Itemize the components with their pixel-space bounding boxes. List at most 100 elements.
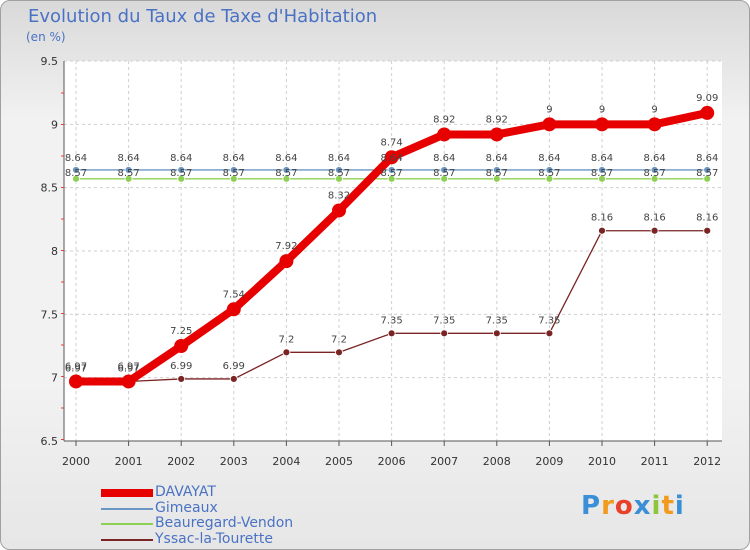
legend-swatch-beauregard-vendon [101,523,153,525]
data-label: 8.32 [328,190,350,201]
data-label: 6.97 [117,363,139,374]
legend-label-beauregard-vendon: Beauregard-Vendon [155,515,294,531]
data-label: 9 [599,104,605,115]
data-label: 8.57 [170,168,192,179]
data-point [177,166,186,174]
data-label: 8.57 [538,168,560,179]
data-label: 7.54 [223,289,245,300]
data-point [282,174,291,183]
data-label: 8.64 [486,153,508,164]
data-label: 8.57 [643,168,665,179]
x-tick-label: 2000 [62,455,90,468]
y-tick-label: 9 [51,118,58,131]
data-point [279,254,294,269]
logo-letter: i [674,491,685,521]
data-label: 8.64 [170,153,192,164]
data-point [437,127,452,142]
data-label: 8.57 [591,168,613,179]
data-label: 8.57 [275,168,297,179]
x-tick-label: 2012 [693,455,721,468]
y-axis-unit-label: (en %) [26,30,66,44]
data-point [124,166,133,174]
y-tick-label: 8 [51,245,58,258]
legend-label-gimeaux: Gimeaux [155,500,218,516]
data-point [177,174,186,183]
data-point [72,174,80,183]
data-point [332,203,346,218]
data-label: 8.92 [433,114,455,125]
data-point [650,174,659,183]
data-label: 7.25 [170,326,192,337]
data-point [387,174,396,183]
data-point [598,226,606,235]
data-point [229,166,238,174]
data-point [703,166,712,174]
data-point [703,174,712,183]
data-point [545,166,554,174]
legend-swatch-davayat [101,489,153,497]
data-point [700,105,715,120]
data-label: 8.16 [591,213,613,224]
data-label: 6.97 [65,361,87,372]
logo-letter: i [651,491,662,521]
data-point [282,166,291,174]
data-point [226,302,241,317]
y-tick-label: 9.5 [41,55,59,68]
data-label: 8.57 [65,168,87,179]
legend-label-davayat: DAVAYAT [155,484,216,500]
data-label: 7.92 [275,241,297,252]
data-label: 8.57 [380,168,402,179]
data-label: 8.64 [65,153,87,164]
data-point [542,117,557,132]
data-label: 7.35 [433,315,455,326]
x-tick-label: 2007 [430,455,458,468]
y-tick-label: 6.5 [41,435,59,448]
data-label: 8.57 [328,168,350,179]
data-point [69,374,83,389]
data-label: 8.57 [486,168,508,179]
x-tick-label: 2010 [588,455,616,468]
data-label: 8.64 [328,153,350,164]
data-label: 7.2 [278,334,294,345]
legend-swatch-yssac-la-tourette [101,539,153,541]
data-point [440,174,449,183]
logo-letter: P [581,491,602,521]
x-tick-label: 2001 [115,455,143,468]
data-label: 8.64 [433,153,455,164]
x-tick-label: 2009 [535,455,563,468]
data-label: 8.64 [223,153,245,164]
data-label: 8.64 [696,153,718,164]
data-point [545,329,554,338]
logo-letter: x [633,491,652,521]
data-point [384,150,399,165]
data-point [121,374,136,389]
data-label: 6.99 [170,361,192,372]
data-label: 7.35 [486,315,508,326]
data-point [650,226,659,235]
data-label: 8.64 [380,153,402,164]
legend-swatch-gimeaux [101,508,153,510]
data-point [440,166,449,174]
data-point [650,166,659,174]
data-point [598,166,606,174]
data-point [177,375,186,383]
data-point [492,174,501,183]
data-label: 8.16 [696,213,718,224]
x-tick-label: 2002 [167,455,195,468]
x-tick-label: 2004 [272,455,300,468]
logo-letter: o [614,491,634,521]
data-point [545,174,554,183]
data-point [174,339,189,353]
data-label: 8.16 [643,213,665,224]
data-label: 8.57 [223,168,245,179]
data-label: 8.92 [486,114,508,125]
data-label: 7.35 [538,315,560,326]
data-point [124,174,133,183]
data-point [387,166,396,174]
chart-title: Evolution du Taux de Taxe d'Habitation [28,6,378,27]
data-label: 8.74 [380,137,402,148]
data-point [492,166,501,174]
legend-label-yssac-la-tourette: Yssac-la-Tourette [155,531,273,547]
